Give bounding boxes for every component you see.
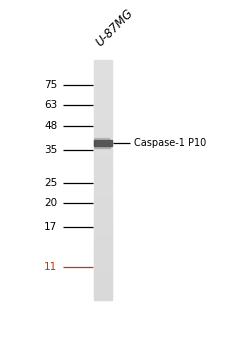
Bar (94, 257, 112, 261)
Bar (94, 171, 112, 174)
Bar (94, 279, 112, 282)
Bar (94, 290, 112, 294)
Text: 25: 25 (44, 178, 57, 188)
Bar (94, 129, 112, 132)
Bar (94, 162, 112, 165)
Bar (94, 293, 112, 297)
Bar (94, 234, 112, 237)
Bar (94, 158, 112, 162)
Bar (94, 143, 110, 148)
Bar (94, 149, 112, 153)
Bar (94, 135, 112, 138)
Bar (94, 120, 112, 123)
Text: 35: 35 (44, 145, 57, 155)
Bar (94, 95, 112, 99)
Bar (94, 138, 112, 141)
Bar (94, 243, 112, 246)
Text: 63: 63 (44, 100, 57, 110)
Bar (94, 230, 112, 234)
Bar (94, 90, 112, 93)
Bar (94, 239, 112, 243)
Bar (94, 174, 112, 177)
Bar (94, 284, 112, 288)
Bar (94, 66, 112, 69)
Bar (94, 126, 112, 129)
Bar (94, 140, 112, 146)
Bar (94, 198, 112, 201)
Bar (94, 165, 112, 168)
Bar (94, 176, 112, 180)
Text: 75: 75 (44, 81, 57, 91)
Bar (94, 252, 112, 255)
Text: 11: 11 (44, 262, 57, 272)
Bar (94, 236, 112, 240)
Bar (94, 144, 112, 147)
Bar (94, 270, 112, 273)
Bar (94, 108, 112, 111)
Bar (94, 113, 112, 117)
Bar (94, 203, 112, 207)
Bar (94, 78, 112, 81)
Bar (94, 60, 112, 63)
Bar (94, 69, 112, 72)
Bar (94, 227, 112, 231)
Text: 48: 48 (44, 121, 57, 131)
Bar (94, 245, 112, 249)
Text: 17: 17 (44, 222, 57, 232)
Text: U-87MG: U-87MG (94, 7, 136, 49)
Bar (94, 200, 112, 204)
Bar (94, 86, 112, 90)
Bar (94, 117, 112, 120)
Bar (94, 221, 112, 225)
Bar (94, 75, 112, 78)
Bar (94, 216, 112, 219)
Bar (94, 248, 112, 252)
Bar (94, 84, 112, 87)
Bar (94, 131, 112, 135)
Bar (94, 104, 112, 108)
Bar (94, 261, 112, 264)
Bar (94, 122, 112, 126)
Bar (94, 167, 112, 171)
Bar (94, 263, 112, 267)
Bar (94, 93, 112, 96)
Bar (94, 288, 112, 291)
Bar (94, 192, 112, 195)
Text: 20: 20 (44, 198, 57, 208)
Text: Caspase-1 P10: Caspase-1 P10 (134, 138, 207, 148)
Bar (94, 212, 112, 216)
Bar (94, 189, 112, 192)
Bar (94, 207, 112, 210)
Bar (94, 180, 112, 183)
Bar (94, 81, 112, 84)
Bar (94, 156, 112, 159)
Bar (94, 275, 112, 279)
Bar (94, 102, 112, 105)
Bar (94, 194, 112, 198)
Bar (94, 297, 112, 300)
Bar (94, 183, 112, 186)
Bar (94, 218, 112, 222)
Bar (94, 254, 112, 258)
Bar (94, 272, 112, 276)
Bar (94, 138, 109, 144)
Bar (94, 147, 112, 150)
Bar (94, 281, 112, 285)
Bar (94, 153, 112, 156)
Bar (94, 111, 112, 114)
Bar (94, 185, 112, 189)
Bar (94, 225, 112, 228)
Bar (94, 63, 112, 66)
Bar (94, 72, 112, 75)
Bar (94, 99, 112, 102)
Bar (94, 209, 112, 213)
Bar (94, 266, 112, 270)
Bar (94, 140, 112, 144)
